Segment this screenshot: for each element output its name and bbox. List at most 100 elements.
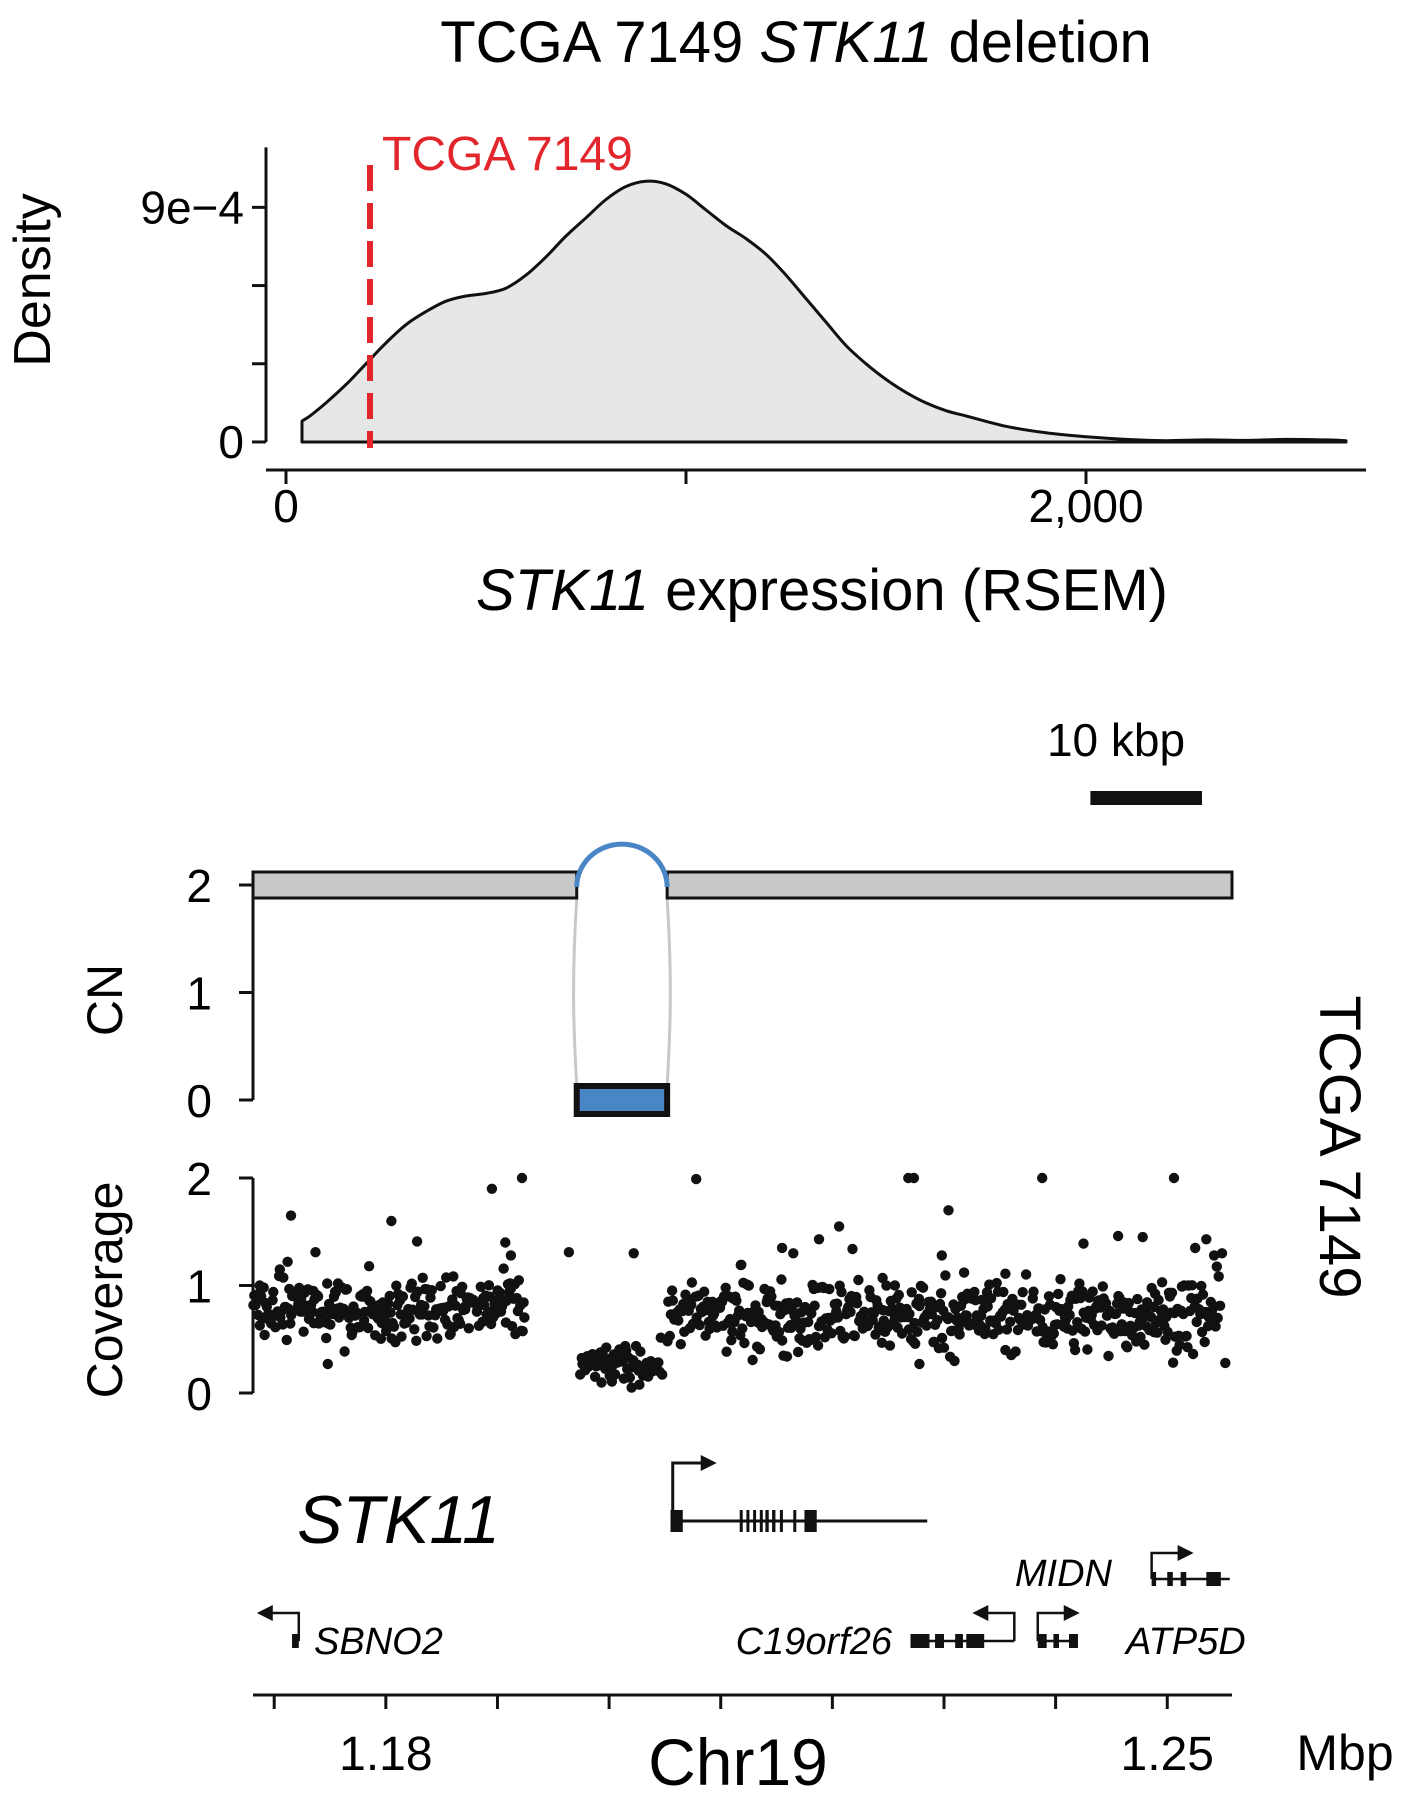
coverage-point xyxy=(285,1210,297,1221)
coverage-point xyxy=(494,1287,505,1298)
coverage-point xyxy=(739,1337,750,1349)
coverage-point xyxy=(721,1346,732,1357)
coverage-point xyxy=(910,1338,921,1350)
coverage-point xyxy=(1148,1301,1160,1313)
sample-side-label: TCGA 7149 xyxy=(1307,995,1372,1298)
coverage-point xyxy=(851,1298,863,1309)
cn-segment-deleted xyxy=(573,1083,671,1117)
coverage-point xyxy=(839,1331,851,1342)
coverage-point xyxy=(1166,1287,1178,1299)
density-chart: 0 9e−4 0 2,000 Density STK11 expression (R… xyxy=(4,128,1366,623)
gene-exon xyxy=(779,1510,783,1532)
coverage-point xyxy=(325,1319,336,1330)
coverage-point xyxy=(463,1323,474,1334)
coverage-point xyxy=(1064,1309,1075,1321)
coverage-point xyxy=(1132,1293,1143,1305)
coverage-point xyxy=(908,1172,920,1184)
coverage-point xyxy=(884,1340,896,1351)
coverage-point xyxy=(727,1326,738,1337)
coverage-point xyxy=(1186,1280,1198,1291)
gene-atp5d: ATP5D xyxy=(1036,1605,1246,1663)
coverage-point xyxy=(254,1280,265,1291)
coverage-point xyxy=(664,1330,675,1342)
coverage-point xyxy=(1213,1271,1224,1282)
coverage-point xyxy=(912,1326,923,1338)
coverage-point xyxy=(1156,1277,1168,1288)
coverage-point xyxy=(486,1183,498,1195)
coverage-point xyxy=(904,1308,915,1320)
coverage-point xyxy=(1123,1297,1135,1309)
coverage-point xyxy=(1199,1336,1210,1348)
density-x-tick-label: 2,000 xyxy=(1028,480,1143,532)
coverage-point xyxy=(776,1274,787,1285)
cn-y-tick-label: 2 xyxy=(186,860,212,912)
coverage-point xyxy=(448,1271,459,1282)
coverage-y-tick-label: 1 xyxy=(186,1261,212,1313)
coverage-point xyxy=(1162,1326,1173,1338)
density-x-axis-label: STK11 expression (RSEM) xyxy=(476,558,1168,623)
coverage-y-axis: 0 1 2 xyxy=(186,1153,255,1420)
coverage-point xyxy=(906,1287,917,1298)
coverage-point xyxy=(406,1278,417,1289)
coverage-point xyxy=(282,1256,293,1268)
coverage-point xyxy=(917,1282,929,1293)
coverage-point xyxy=(1122,1342,1133,1353)
gene-exon xyxy=(739,1510,743,1532)
coverage-point xyxy=(935,1288,947,1299)
coverage-point xyxy=(1112,1230,1124,1242)
x-axis-label-gene: STK11 xyxy=(476,558,649,623)
chromosome-label: Chr19 xyxy=(648,1725,828,1799)
coverage-point xyxy=(1167,1357,1179,1368)
gene-exon xyxy=(753,1510,757,1532)
gene-exon xyxy=(772,1510,776,1532)
density-curve xyxy=(300,179,1348,444)
coverage-point xyxy=(1197,1289,1209,1300)
coverage-point xyxy=(321,1332,332,1344)
coverage-point xyxy=(832,1312,844,1323)
tss-arrow xyxy=(1150,1551,1184,1579)
coverage-point xyxy=(498,1263,509,1274)
chromosome-x-tick-label: 1.25 xyxy=(1121,1728,1214,1781)
coverage-point xyxy=(475,1281,486,1293)
scale-bar xyxy=(1090,791,1202,805)
coverage-point xyxy=(812,1340,824,1351)
coverage-point xyxy=(1047,1339,1059,1350)
coverage-point xyxy=(363,1261,375,1272)
coverage-point xyxy=(788,1248,799,1259)
coverage-point xyxy=(268,1286,279,1298)
coverage-point xyxy=(993,1324,1004,1335)
coverage-point xyxy=(322,1358,333,1370)
deletion-arc xyxy=(574,841,670,888)
tss-arrow xyxy=(671,1461,707,1521)
gene-exon xyxy=(966,1634,985,1648)
coverage-point xyxy=(505,1250,517,1261)
coverage-point xyxy=(624,1372,635,1383)
coverage-point xyxy=(1067,1325,1078,1336)
gene-sbno2: SBNO2 xyxy=(256,1605,443,1663)
cn-y-axis-label: CN xyxy=(77,964,133,1036)
coverage-point xyxy=(791,1297,803,1308)
coverage-point xyxy=(743,1280,754,1291)
coverage-point xyxy=(267,1295,278,1306)
coverage-point xyxy=(278,1272,289,1283)
coverage-point xyxy=(876,1337,888,1349)
gene-exon xyxy=(1069,1634,1078,1648)
coverage-point xyxy=(518,1297,529,1308)
gene-exon xyxy=(955,1634,963,1648)
x-axis-label-rest: expression (RSEM) xyxy=(649,558,1168,623)
coverage-point xyxy=(754,1344,766,1355)
coverage-point xyxy=(417,1272,428,1284)
tss-arrowhead xyxy=(256,1605,273,1621)
coverage-point xyxy=(1016,1299,1027,1311)
coverage-point xyxy=(1214,1300,1226,1312)
coverage-point xyxy=(833,1221,845,1232)
coverage-point xyxy=(411,1335,422,1347)
coverage-point xyxy=(686,1277,698,1288)
coverage-point xyxy=(932,1314,943,1326)
coverage-point xyxy=(1210,1321,1221,1332)
coverage-point xyxy=(998,1286,1009,1298)
coverage-point xyxy=(1196,1280,1207,1292)
coverage-point xyxy=(936,1332,948,1344)
coverage-point xyxy=(339,1346,350,1357)
coverage-point xyxy=(813,1234,825,1245)
